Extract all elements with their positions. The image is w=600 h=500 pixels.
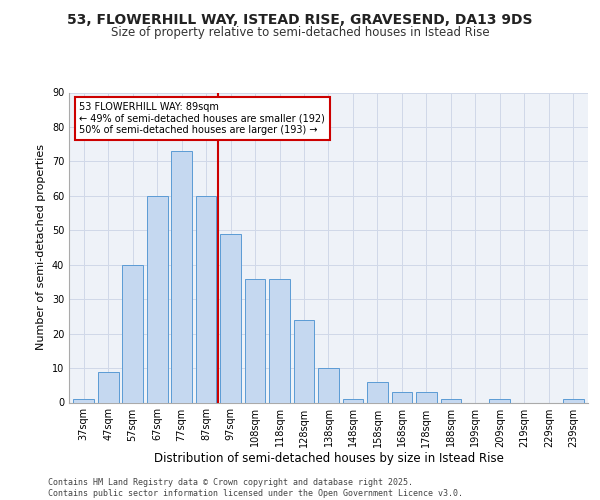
Bar <box>490 399 510 402</box>
Bar <box>318 368 339 402</box>
Bar <box>147 196 167 402</box>
Bar <box>245 278 265 402</box>
Bar <box>367 382 388 402</box>
Bar <box>440 399 461 402</box>
Bar <box>73 399 94 402</box>
Text: 53, FLOWERHILL WAY, ISTEAD RISE, GRAVESEND, DA13 9DS: 53, FLOWERHILL WAY, ISTEAD RISE, GRAVESE… <box>67 12 533 26</box>
Bar <box>293 320 314 402</box>
Text: Size of property relative to semi-detached houses in Istead Rise: Size of property relative to semi-detach… <box>110 26 490 39</box>
Bar <box>122 264 143 402</box>
Bar <box>98 372 119 402</box>
Bar <box>392 392 412 402</box>
Bar <box>171 151 192 403</box>
Bar <box>563 399 584 402</box>
Bar <box>196 196 217 402</box>
Y-axis label: Number of semi-detached properties: Number of semi-detached properties <box>36 144 46 350</box>
Bar <box>269 278 290 402</box>
Text: Contains HM Land Registry data © Crown copyright and database right 2025.
Contai: Contains HM Land Registry data © Crown c… <box>48 478 463 498</box>
X-axis label: Distribution of semi-detached houses by size in Istead Rise: Distribution of semi-detached houses by … <box>154 452 503 466</box>
Text: 53 FLOWERHILL WAY: 89sqm
← 49% of semi-detached houses are smaller (192)
50% of : 53 FLOWERHILL WAY: 89sqm ← 49% of semi-d… <box>79 102 325 135</box>
Bar <box>416 392 437 402</box>
Bar <box>220 234 241 402</box>
Bar <box>343 399 364 402</box>
